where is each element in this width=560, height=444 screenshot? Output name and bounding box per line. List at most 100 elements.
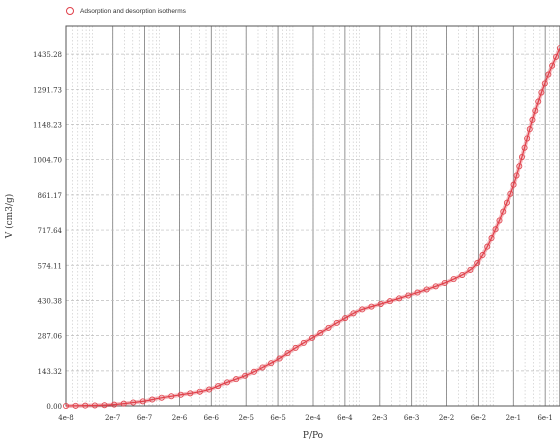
data-point-marker	[503, 199, 510, 206]
x-axis-label: P/Po	[303, 431, 323, 441]
x-tick-label: 2e-6	[172, 414, 188, 422]
data-point-marker	[139, 398, 146, 405]
data-point-marker	[538, 89, 545, 96]
data-point-marker	[242, 372, 249, 379]
data-point-marker	[484, 243, 491, 250]
data-point-marker	[529, 116, 536, 123]
data-point-marker	[405, 292, 412, 299]
data-point-marker	[500, 208, 507, 215]
x-tick-label: 6e-6	[204, 414, 220, 422]
series	[63, 45, 560, 409]
y-tick-label: 1004.70	[33, 157, 62, 165]
data-point-marker	[496, 217, 503, 224]
data-point-marker	[206, 386, 213, 393]
data-point-marker	[149, 396, 156, 403]
x-tick-label: 2e-2	[439, 414, 454, 422]
data-point-marker	[441, 279, 448, 286]
data-point-marker	[130, 399, 137, 406]
x-tick-label: 4e-8	[58, 414, 73, 422]
data-point-marker	[268, 360, 275, 367]
data-point-marker	[541, 80, 548, 87]
x-tick-label: 6e-2	[471, 414, 486, 422]
y-tick-label: 143.32	[38, 368, 63, 376]
data-point-marker	[467, 266, 474, 273]
y-tick-label: 430.38	[38, 297, 63, 305]
data-point-marker	[82, 402, 89, 409]
data-point-marker	[259, 364, 266, 371]
data-point-marker	[111, 401, 118, 408]
data-point-marker	[513, 172, 520, 179]
grid	[65, 26, 560, 407]
data-point-marker	[459, 271, 466, 278]
y-tick-label: 717.64	[38, 227, 63, 235]
data-point-marker	[368, 303, 375, 310]
x-tick-label: 6e-3	[404, 414, 419, 422]
x-tick-label: 6e-1	[537, 414, 552, 422]
data-point-marker	[377, 300, 384, 307]
x-tick-label: 6e-7	[137, 414, 152, 422]
data-point-marker	[516, 163, 523, 170]
data-point-marker	[333, 319, 340, 326]
data-point-marker	[359, 306, 366, 313]
y-tick-label: 1148.23	[33, 121, 62, 129]
legend-label: Adsorption and desorption isotherms	[80, 7, 186, 15]
data-point-marker	[479, 252, 486, 259]
plot-frame	[65, 25, 560, 407]
data-point-marker	[510, 181, 517, 188]
data-point-marker	[120, 400, 127, 407]
data-point-marker	[215, 383, 222, 390]
data-point-marker	[492, 226, 499, 233]
data-point-marker	[474, 260, 481, 267]
data-point-marker	[423, 286, 430, 293]
y-tick-label: 574.11	[38, 262, 63, 270]
data-point-marker	[342, 315, 349, 322]
data-point-marker	[63, 402, 70, 409]
data-point-marker	[545, 71, 552, 78]
x-tick-label: 2e-1	[506, 414, 521, 422]
data-point-marker	[532, 107, 539, 114]
y-tick-label: 1435.28	[33, 51, 62, 59]
data-point-marker	[507, 190, 514, 197]
data-point-marker	[276, 355, 283, 362]
data-point-marker	[309, 334, 316, 341]
data-point-marker	[535, 98, 542, 105]
data-point-marker	[91, 402, 98, 409]
data-point-marker	[450, 276, 457, 283]
data-point-marker	[325, 324, 332, 331]
data-point-marker	[521, 144, 528, 151]
data-point-marker	[549, 62, 556, 69]
y-tick-label: 861.17	[38, 192, 63, 200]
data-point-marker	[386, 298, 393, 305]
data-point-marker	[350, 310, 357, 317]
data-point-marker	[432, 283, 439, 290]
x-tick-label: 2e-5	[239, 414, 254, 422]
ticks: 4e-8 2e-7 6e-7 2e-6 6e-6 2e-5 6e-5 2e-4 6e-4 2e-3…	[33, 51, 553, 422]
data-point-marker	[233, 376, 240, 383]
legend-circle-icon	[66, 7, 74, 15]
x-tick-label: 2e-4	[305, 414, 321, 422]
x-tick-label: 2e-7	[105, 414, 120, 422]
x-tick-label: 6e-4	[337, 414, 353, 422]
y-axis-label: V (cm3/g)	[4, 194, 15, 239]
x-tick-label: 6e-5	[270, 414, 285, 422]
data-point-marker	[158, 394, 165, 401]
data-point-marker	[168, 393, 175, 400]
data-point-marker	[414, 289, 421, 296]
chart-legend: Adsorption and desorption isotherms	[66, 7, 186, 15]
data-point-marker	[557, 45, 560, 52]
data-point-marker	[526, 126, 533, 133]
data-point-marker	[250, 368, 257, 375]
data-point-marker	[101, 402, 108, 409]
x-tick-label: 2e-3	[372, 414, 387, 422]
data-point-marker	[524, 135, 531, 142]
data-point-marker	[488, 235, 495, 242]
data-point-marker	[292, 344, 299, 351]
data-point-marker	[187, 390, 194, 397]
y-tick-label: 287.06	[38, 333, 63, 341]
data-point-marker	[300, 339, 307, 346]
data-point-marker	[317, 329, 324, 336]
data-point-marker	[72, 402, 79, 409]
y-tick-label: 0.00	[46, 403, 62, 411]
data-point-marker	[518, 153, 525, 160]
y-tick-label: 1291.73	[33, 86, 62, 94]
